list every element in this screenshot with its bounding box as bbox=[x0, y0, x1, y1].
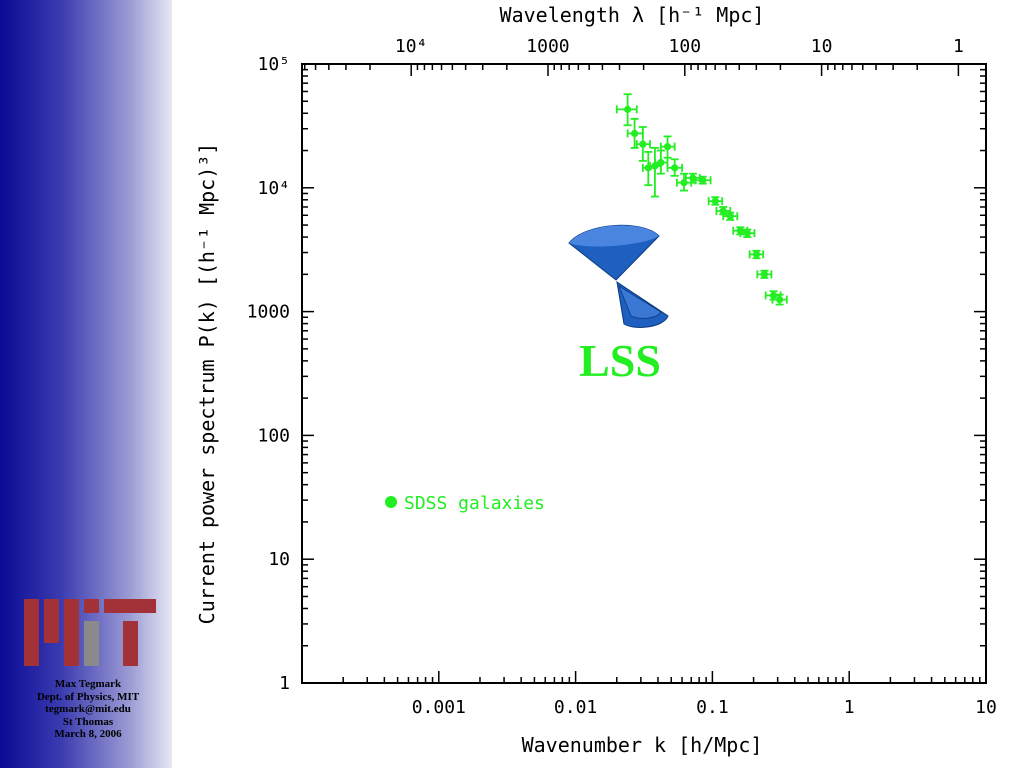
x-axis-label: Wavenumber k [h/Mpc] bbox=[522, 733, 763, 757]
data-point bbox=[659, 135, 676, 159]
x-tick-label: 1 bbox=[844, 697, 855, 718]
mit-logo-bar-7 bbox=[123, 621, 138, 666]
data-point bbox=[666, 158, 683, 177]
y-tick-label: 100 bbox=[257, 425, 290, 446]
talk-location: St Thomas bbox=[62, 715, 114, 728]
top-tick-label: 1 bbox=[953, 36, 964, 57]
data-marker bbox=[719, 207, 727, 215]
data-marker bbox=[657, 158, 665, 167]
axes-layer: 0.001 0.01 0.1 1 10 10⁴ 1000 100 10 1 1 10 100 1000 10… bbox=[195, 3, 997, 757]
x-tick-label: 0.001 bbox=[412, 697, 466, 718]
mit-logo-bar-5 bbox=[84, 621, 99, 666]
data-marker bbox=[631, 129, 639, 138]
mit-logo-bar-3 bbox=[64, 599, 79, 666]
data-marker bbox=[760, 270, 769, 278]
x-tick-label: 0.01 bbox=[554, 697, 597, 718]
author-credit: Max Tegmark Dept. of Physics, MIT tegmar… bbox=[6, 678, 170, 741]
y-axis-label: Current power spectrum P(k) [(h⁻¹ Mpc)³] bbox=[195, 143, 219, 625]
data-point bbox=[748, 249, 765, 260]
data-marker bbox=[752, 250, 761, 258]
data-marker bbox=[711, 197, 719, 205]
lss-annotation: LSS bbox=[579, 335, 661, 386]
data-point bbox=[615, 93, 638, 127]
x-tick-label: 10 bbox=[975, 697, 997, 718]
y-tick-label: 10 bbox=[268, 549, 290, 570]
author-name: Max Tegmark bbox=[54, 678, 122, 690]
data-point bbox=[694, 175, 712, 185]
legend-marker bbox=[385, 496, 397, 508]
mit-logo-bar-1 bbox=[24, 599, 39, 666]
talk-date: March 8, 2006 bbox=[54, 728, 122, 740]
data-marker bbox=[776, 296, 784, 304]
y-tick-label: 1000 bbox=[247, 302, 290, 323]
data-point bbox=[707, 196, 724, 206]
mit-logo-bar-6 bbox=[104, 599, 156, 613]
data-marker bbox=[743, 229, 751, 237]
y-tick-label: 10⁵ bbox=[257, 54, 290, 75]
mit-logo-bar-2 bbox=[44, 599, 59, 643]
data-marker bbox=[624, 105, 632, 113]
data-marker bbox=[699, 176, 707, 184]
legend-label: SDSS galaxies bbox=[404, 493, 545, 514]
data-marker bbox=[671, 164, 679, 172]
data-marker bbox=[663, 143, 672, 151]
author-email: tegmark@mit.edu bbox=[45, 703, 131, 715]
lss-shell-lower-fold bbox=[618, 285, 662, 319]
data-point bbox=[684, 172, 701, 184]
data-point bbox=[635, 126, 651, 162]
data-point bbox=[675, 172, 693, 192]
data-marker bbox=[639, 140, 647, 148]
author-department: Dept. of Physics, MIT bbox=[36, 690, 140, 703]
data-point bbox=[626, 118, 644, 149]
data-layer bbox=[615, 93, 788, 306]
top-axis-label: Wavelength λ [h⁻¹ Mpc] bbox=[500, 3, 765, 27]
top-tick-label: 10 bbox=[811, 36, 833, 57]
y-tick-label: 1 bbox=[279, 673, 290, 694]
x-tick-label: 0.1 bbox=[696, 697, 729, 718]
top-tick-label: 1000 bbox=[526, 36, 569, 57]
top-tick-label: 100 bbox=[669, 36, 702, 57]
data-point bbox=[756, 269, 773, 279]
lss-shell-icon bbox=[568, 224, 669, 328]
y-tick-label: 10⁴ bbox=[257, 178, 290, 199]
data-point bbox=[649, 147, 662, 198]
top-tick-label: 10⁴ bbox=[395, 36, 428, 57]
data-point bbox=[722, 211, 739, 221]
data-point bbox=[771, 293, 788, 306]
data-point bbox=[739, 228, 756, 238]
lss-shell-upper-top bbox=[569, 225, 659, 247]
data-point bbox=[654, 149, 669, 175]
mit-logo bbox=[24, 599, 156, 666]
mit-logo-bar-4 bbox=[84, 599, 99, 613]
data-marker bbox=[726, 212, 734, 220]
